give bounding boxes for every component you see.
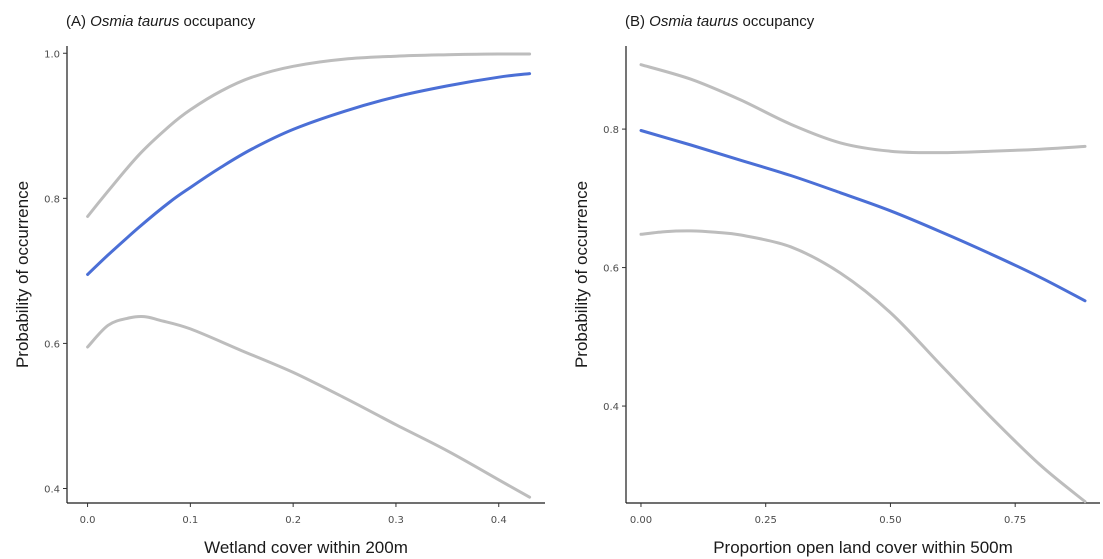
panel-title-prefix: (B)	[625, 13, 649, 30]
x-tick-label: 0.1	[182, 515, 198, 526]
y-tick-label: 0.6	[603, 264, 619, 275]
x-tick-label: 0.3	[388, 515, 404, 526]
panel-title-suffix: occupancy	[738, 13, 814, 30]
y-axis-label: Probability of occurrence	[13, 181, 32, 368]
panel-title-prefix: (A)	[66, 13, 90, 30]
panel-title: (B) Osmia taurus occupancy	[625, 13, 815, 30]
y-tick-label: 0.8	[603, 125, 619, 136]
panel-title-species: Osmia taurus	[649, 13, 739, 30]
lower-ci-line	[86, 314, 532, 499]
x-tick-label: 0.2	[285, 515, 301, 526]
panel-a: (A) Osmia taurus occupancy 0.4 0.6 0.8 1.0 0.…	[13, 13, 545, 557]
x-axis-label: Proportion open land cover within 500m	[713, 538, 1013, 557]
x-axis-label: Wetland cover within 200m	[204, 538, 408, 557]
x-tick-label: 0.75	[1004, 515, 1026, 526]
panel-b: (B) Osmia taurus occupancy 0.4 0.6 0.8 0.00 0…	[572, 13, 1100, 557]
panel-title: (A) Osmia taurus occupancy	[66, 13, 256, 30]
y-tick-label: 0.8	[44, 194, 60, 205]
upper-ci-line	[639, 63, 1087, 155]
x-tick-label: 0.4	[491, 515, 507, 526]
x-tick-label: 0.50	[879, 515, 901, 526]
x-tick-label: 0.0	[80, 515, 96, 526]
y-tick-label: 0.6	[44, 339, 60, 350]
fitted-line	[86, 72, 532, 276]
y-tick-label: 1.0	[44, 49, 60, 60]
panel-title-species: Osmia taurus	[90, 13, 180, 30]
x-tick-label: 0.00	[630, 515, 652, 526]
x-tick-label: 0.25	[755, 515, 777, 526]
y-tick-label: 0.4	[603, 402, 619, 413]
fitted-line	[639, 129, 1087, 303]
y-axis-label: Probability of occurrence	[572, 181, 591, 368]
lower-ci-line	[639, 229, 1087, 504]
y-tick-label: 0.4	[44, 484, 60, 495]
upper-ci-line	[86, 52, 532, 218]
panel-title-suffix: occupancy	[179, 13, 255, 30]
